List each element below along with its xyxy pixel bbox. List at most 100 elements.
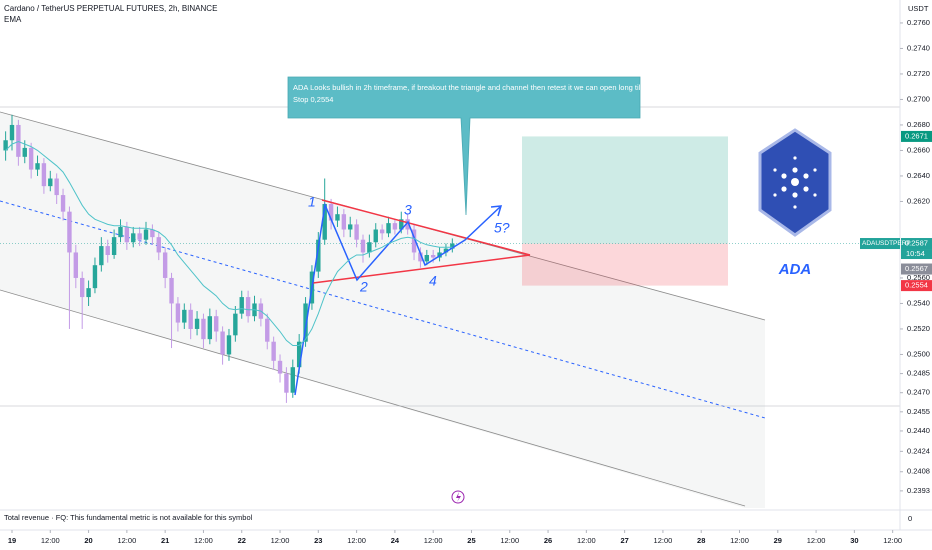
x-tick-label: 12:00 [577,536,596,545]
candle-body [118,226,123,238]
x-tick-label: 12:00 [347,536,366,545]
x-tick-label: 28 [697,536,705,545]
candle-body [303,303,308,342]
x-tick-label: 27 [620,536,628,545]
candle-body [131,233,136,243]
candle-body [188,309,193,329]
y-tick-label: 0.2520 [907,324,930,333]
candle-body [354,224,359,240]
candle-body [137,233,142,240]
symbol-label: ADAUSDTPERP [862,240,911,247]
x-tick-label: 12:00 [41,536,60,545]
candle-body [35,163,40,170]
candle-body [162,252,168,278]
x-tick-label: 26 [544,536,552,545]
event-icon-bolt [456,492,461,502]
candle-body [271,341,276,361]
candle-body [367,242,372,253]
candle-body [92,265,98,289]
candle-body [86,288,91,298]
callout-text: Stop 0,2554 [293,95,333,104]
footer-text: Total revenue · FQ: This fundamental met… [4,513,253,522]
channel-lower [0,289,746,507]
triangle-upper [321,199,531,256]
x-tick-label: 29 [774,536,782,545]
x-tick-label: 12:00 [271,536,290,545]
candle-body [207,316,213,340]
candle-body [105,246,110,255]
candle-body [373,229,378,243]
chart-title: Cardano / TetherUS PERPETUAL FUTURES, 2h… [4,4,217,13]
y-tick-label: 0.2740 [907,43,930,52]
candle-body [67,211,72,253]
candle-body [430,255,436,258]
candle-body [3,140,8,151]
footer-scale: 0 [908,514,912,523]
y-tick-label: 0.2640 [907,171,930,180]
y-tick-label: 0.2660 [907,145,930,154]
x-tick-label: 12:00 [730,536,749,545]
candle-body [322,204,327,240]
candle-body [226,335,232,355]
y-tick-label: 0.2560 [907,273,930,282]
price-label-bg [901,263,932,275]
x-tick-label: 12:00 [654,536,673,545]
candle-body [386,223,391,234]
y-tick-label: 0.2455 [907,407,930,416]
candle-body [214,316,219,332]
axis-unit: USDT [908,4,929,13]
countdown: 10:54 [906,249,925,258]
candle-body [233,313,238,336]
candle-body [239,297,244,314]
wave-label: 2 [359,279,368,295]
candle-body [450,243,455,249]
candle-body [16,124,21,157]
candle-body [28,147,34,170]
symbol-label-bg [860,238,900,250]
y-tick-label: 0.2760 [907,18,930,27]
candle-body [194,318,200,329]
candle-body [341,214,347,230]
candle-body [143,229,149,240]
y-tick-label: 0.2485 [907,369,930,378]
candle-body [424,255,430,262]
price-label: 0.2554 [905,281,928,290]
price-label-bg [901,130,932,142]
candle-body [99,246,104,266]
x-tick-label: 12:00 [424,536,443,545]
candle-body [111,237,117,255]
candle-body [277,360,283,374]
candle-body [411,229,417,253]
price-label: 0.2671 [905,131,928,140]
candle-body [360,239,366,253]
target-zone [522,136,728,244]
candle-body [182,309,187,323]
candle-body [79,277,85,298]
candle-body [60,195,66,212]
y-tick-label: 0.2408 [907,467,930,476]
candle-body [418,252,423,262]
x-tick-label: 20 [84,536,92,545]
x-tick-label: 30 [850,536,858,545]
price-label: 0.2567 [905,264,928,273]
wave-label: 5? [494,220,510,236]
candle-body [437,252,442,258]
candle-body [54,178,59,196]
ema-line [5,140,453,346]
x-tick-label: 12:00 [117,536,136,545]
x-tick-label: 12:00 [883,536,902,545]
candle-body [316,239,321,272]
wave-label: 3 [404,202,412,218]
candle-body [22,147,27,157]
candle-body [9,124,15,141]
countdown-bg [901,249,932,260]
y-tick-label: 0.2720 [907,69,930,78]
x-tick-label: 19 [8,536,16,545]
candle-body [156,237,161,253]
candle-body [41,163,47,187]
candles [3,114,455,403]
wave-label: 4 [429,273,437,289]
y-tick-label: 0.2500 [907,349,930,358]
candle-body [73,252,79,278]
position-box [0,136,900,286]
